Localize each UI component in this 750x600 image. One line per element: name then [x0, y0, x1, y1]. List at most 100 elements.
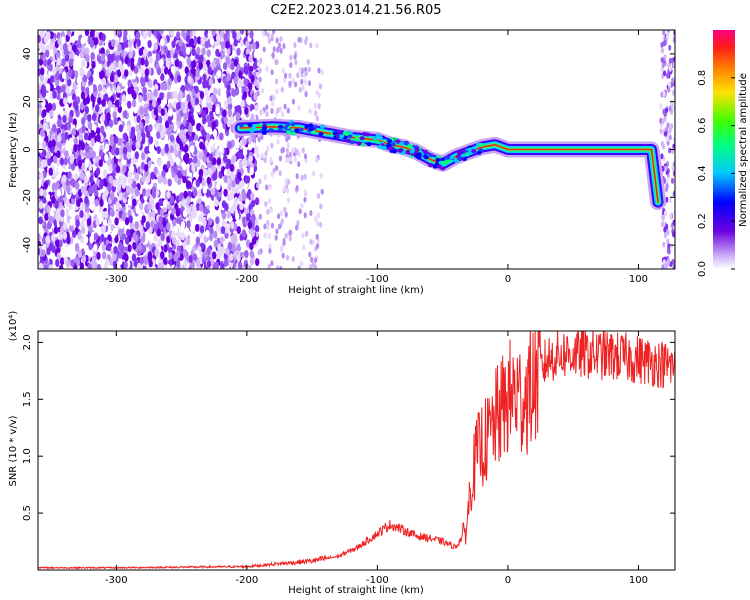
spectrogram-noise-cell: [309, 42, 313, 49]
spectrogram-noise-cell: [256, 82, 260, 89]
spectrogram-noise-cell: [195, 236, 201, 245]
snr-frame: [37, 330, 676, 571]
spectrogram-noise-cell: [153, 89, 158, 97]
spectrogram-noise-cell: [46, 205, 51, 214]
spectrogram-noise-cell: [294, 59, 298, 66]
spectrogram-noise-cell: [312, 170, 316, 177]
spectrogram-noise-cell: [100, 47, 105, 56]
spectrogram-noise-cell: [660, 47, 665, 54]
spectrogram-noise-cell: [287, 134, 291, 141]
spectrogram-noise-cell: [269, 95, 273, 102]
spectrogram-noise-cell: [129, 165, 135, 174]
spectrogram-noise-cell: [88, 163, 93, 171]
spectrogram-noise-cell: [184, 229, 189, 238]
snr-ticks: -300 -200 -100 0 100 0.5 1.0 1.5 2.0: [22, 331, 675, 586]
spectrogram-noise-cell: [188, 115, 193, 124]
spectrogram-noise-cell: [672, 219, 675, 226]
spectrogram-noise-cell: [93, 243, 98, 252]
spectrogram-noise-cell: [255, 231, 259, 238]
spectrogram-noise-cell: [283, 206, 287, 213]
spectrogram-noise-cell: [302, 244, 306, 251]
spectrogram-xtick-label: -300: [105, 274, 128, 285]
spectrogram-noise-cell: [315, 233, 319, 240]
spectrogram-noise-cell: [169, 145, 174, 154]
spectrogram-noise-cell: [278, 170, 282, 177]
spectrogram-noise-cell: [131, 99, 137, 108]
spectrogram-noise-cell: [287, 178, 291, 185]
spectrogram-noise-cell: [134, 151, 139, 160]
spectrogram-noise-cell: [239, 30, 245, 35]
spectrogram-noise-cell: [61, 71, 67, 80]
spectrogram-ridge-blob: [359, 136, 365, 141]
spectrogram-noise-cell: [265, 65, 269, 72]
spectrogram-noise-cell: [97, 97, 102, 105]
spectrogram-noise-cell: [670, 177, 675, 184]
spectrogram-noise-cell: [222, 109, 227, 118]
spectrogram-noise-cell: [146, 93, 152, 101]
spectrogram-noise-cell: [145, 189, 150, 198]
spectrogram-noise-cell: [257, 249, 261, 256]
spectrogram-noise-cell: [160, 65, 165, 74]
spectrogram-noise-cell: [223, 154, 228, 163]
spectrogram-noise-cell: [315, 156, 319, 163]
spectrogram-noise-cell: [303, 173, 307, 180]
spectrogram-noise-cell: [662, 70, 667, 77]
spectrogram-noise-cell: [59, 108, 64, 117]
spectrogram-noise-cell: [190, 98, 196, 107]
spectrogram-noise-cell: [270, 260, 274, 267]
spectrogram-noise-cell: [309, 264, 313, 269]
spectrogram-noise-cell: [245, 239, 251, 248]
spectrogram-noise-cell: [225, 40, 230, 49]
spectrogram-noise-cell: [234, 68, 239, 77]
spectrogram-noise-cell: [251, 135, 257, 143]
spectrogram-noise-cell: [298, 208, 302, 215]
spectrogram-noise-cell: [191, 48, 196, 56]
spectrogram-noise-cell: [251, 42, 257, 51]
spectrogram-noise-cell: [86, 218, 92, 226]
spectrogram-noise-cell: [110, 147, 116, 156]
spectrogram-noise-cell: [665, 178, 669, 185]
spectrogram-noise-cell: [38, 201, 44, 210]
spectrogram-noise-cell: [667, 86, 671, 93]
spectrogram-noise-cell: [237, 171, 242, 180]
spectrogram-noise-cell: [51, 182, 57, 191]
spectrogram-noise-cell: [208, 102, 213, 111]
spectrogram-noise-cell: [167, 178, 172, 187]
spectrogram-xlabel: Height of straight line (km): [288, 285, 424, 296]
spectrogram-noise-cell: [168, 251, 173, 260]
spectrogram-noise-cell: [128, 215, 133, 224]
spectrogram-noise-cell: [227, 242, 233, 250]
spectrogram-noise-cell: [226, 168, 232, 177]
spectrogram-noise-cell: [108, 163, 113, 172]
spectrogram-noise-cell: [89, 39, 95, 48]
spectrogram-noise-cell: [130, 31, 135, 40]
spectrogram-noise-cell: [149, 196, 154, 204]
spectrogram-noise-cell: [80, 36, 86, 45]
spectrogram-noise-cell: [141, 244, 147, 253]
spectrogram-noise-cell: [276, 107, 280, 114]
spectrogram-noise-cell: [117, 43, 122, 52]
spectrogram-noise-cell: [42, 140, 47, 149]
spectrogram-noise-cell: [281, 146, 285, 153]
spectrogram-noise-cell: [278, 223, 282, 230]
spectrogram-noise-cell: [162, 97, 168, 106]
spectrogram-noise-cell: [48, 215, 54, 224]
spectrogram-noise-cell: [268, 183, 272, 190]
spectrogram-noise-cell: [144, 68, 150, 77]
spectrogram-noise-cell: [78, 132, 84, 141]
spectrogram-noise-cell: [222, 91, 227, 100]
spectrogram-noise-cell: [74, 242, 80, 251]
spectrogram-noise-cell: [63, 131, 69, 140]
spectrogram-noise-cell: [115, 165, 121, 174]
spectrogram-noise-cell: [172, 186, 177, 195]
spectrogram-noise-cell: [667, 248, 671, 255]
spectrogram-noise-cell: [59, 157, 65, 166]
spectrogram-noise-cell: [140, 57, 145, 66]
spectrogram-noise-cell: [207, 66, 212, 75]
spectrogram-noise-cell: [315, 89, 319, 96]
spectrogram-noise-cell: [153, 42, 158, 51]
spectrogram-noise-cell: [209, 138, 215, 147]
spectrogram-noise-cell: [226, 210, 231, 219]
spectrogram-noise-cell: [155, 202, 160, 211]
spectrogram-noise-cell: [666, 258, 671, 265]
